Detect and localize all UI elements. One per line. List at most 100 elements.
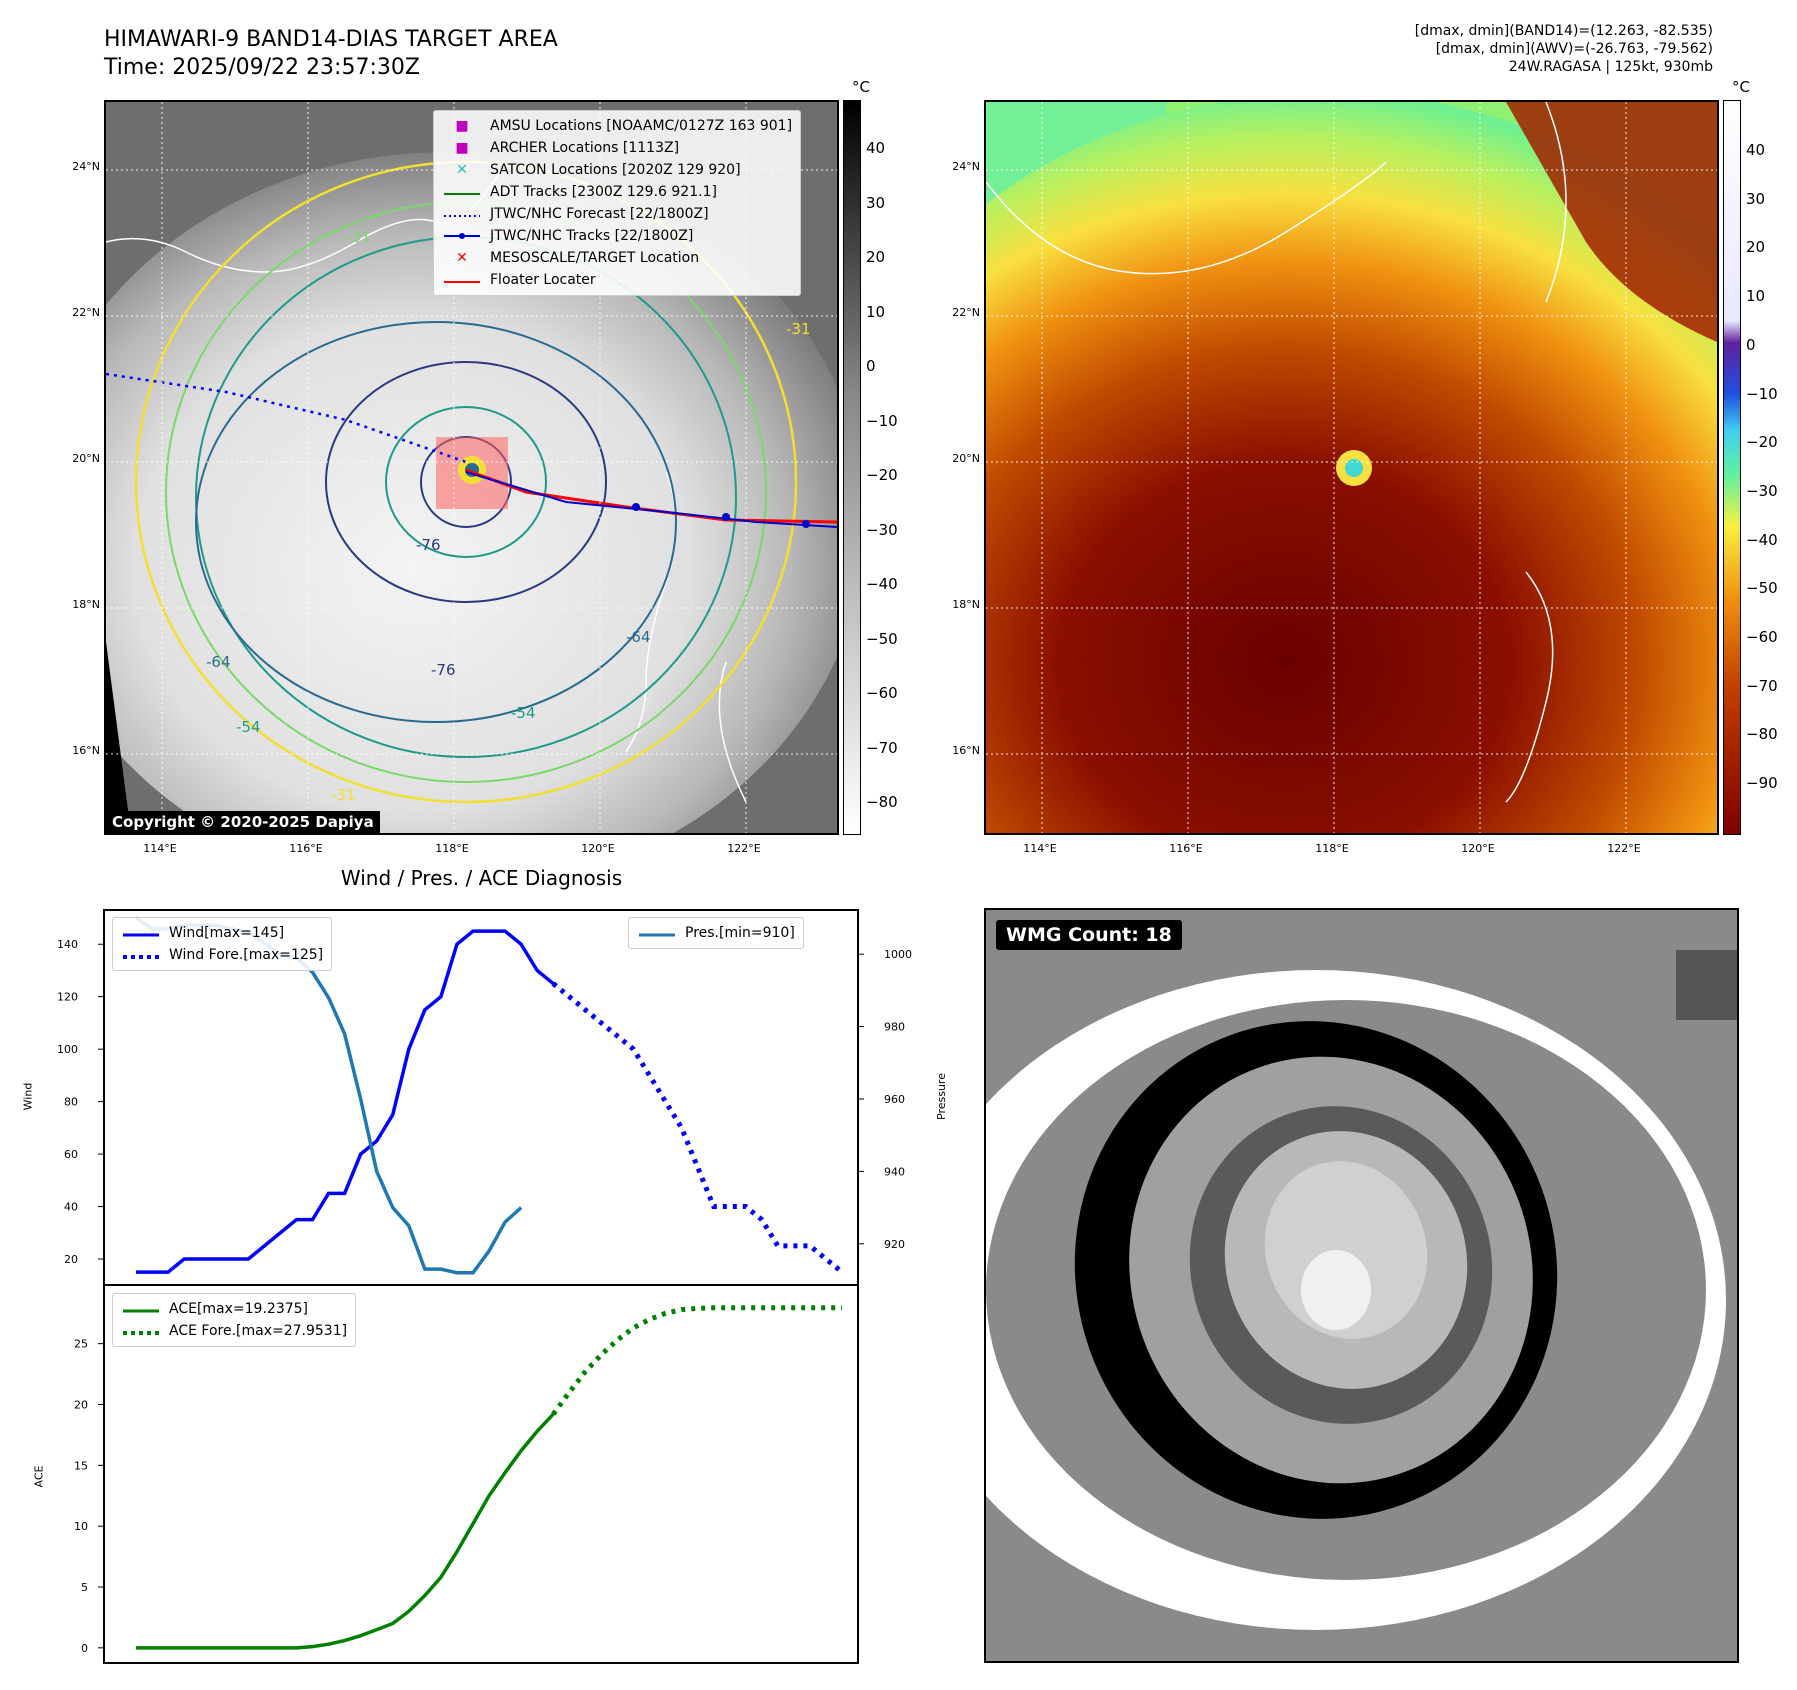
legend-item: ACE[max=19.2375]: [123, 1301, 309, 1317]
lat-ticks-right: 24°N 22°N 20°N 18°N 16°N: [936, 100, 982, 833]
title-line-1: HIMAWARI-9 BAND14-DIAS TARGET AREA: [104, 27, 558, 52]
ir-colorbar: [843, 100, 861, 835]
awv-range: [dmax, dmin](AWV)=(-26.763, -79.562): [1435, 41, 1713, 57]
colorbar-tick: −20: [866, 466, 898, 484]
map-legend: ■ AMSU Locations [NOAAMC/0127Z 163 901] ■…: [433, 110, 802, 296]
contour-label: -54: [511, 704, 536, 722]
lon-tick: 118°E: [1315, 842, 1349, 855]
colorbar-tick: −40: [866, 575, 898, 593]
colorbar-tick: −70: [1746, 676, 1778, 695]
legend-item: ■ AMSU Locations [NOAAMC/0127Z 163 901]: [455, 118, 793, 134]
wind-tick-label: 80: [64, 1096, 78, 1109]
lon-tick: 122°E: [727, 842, 761, 855]
contour-label: -31: [331, 786, 356, 804]
legend-item: JTWC/NHC Forecast [22/1800Z]: [444, 206, 709, 222]
colorbar-tick: 0: [1746, 335, 1756, 354]
page-title: HIMAWARI-9 BAND14-DIAS TARGET AREA Time:…: [104, 26, 558, 82]
legend-item: Floater Locater: [444, 272, 596, 288]
wmg-panel: WMG Count: 18: [984, 908, 1739, 1663]
colorbar-tick: 20: [866, 248, 886, 266]
pressure-tick-label: 960: [884, 1093, 905, 1106]
contour-label: -76: [416, 536, 441, 554]
wind-tick-label: 60: [64, 1148, 78, 1161]
copyright-label: Copyright © 2020-2025 Dapiya: [106, 811, 380, 833]
colorbar-unit: °C: [852, 78, 870, 96]
colorbar-tick: 20: [1746, 238, 1766, 257]
lat-tick: 24°N: [952, 160, 980, 173]
colorbar-tick: 0: [866, 357, 876, 375]
storm-info: 24W.RAGASA | 125kt, 930mb: [1508, 59, 1713, 75]
awv-map-image: [986, 102, 1717, 833]
colorbar-tick: −10: [1746, 384, 1778, 403]
lat-tick: 16°N: [952, 744, 980, 757]
colorbar-tick: 10: [1746, 287, 1766, 306]
ace-tick-label: 0: [81, 1642, 88, 1655]
lat-tick: 18°N: [952, 598, 980, 611]
colorbar-tick: −60: [866, 684, 898, 702]
lon-ticks-right: 114°E 116°E 118°E 120°E 122°E: [984, 842, 1717, 858]
lon-tick: 114°E: [1023, 842, 1057, 855]
colorbar-tick: −70: [866, 738, 898, 757]
wind-tick-label: 120: [57, 991, 78, 1004]
colorbar-tick: −10: [866, 411, 898, 430]
wmg-count-badge: WMG Count: 18: [996, 920, 1182, 950]
wind-legend: Wind[max=145] Wind Fore.[max=125]: [112, 917, 333, 971]
awv-map-panel: [984, 100, 1719, 835]
colorbar-tick: −60: [1746, 628, 1778, 646]
pressure-tick-label: 920: [884, 1238, 905, 1251]
ace-tick-label: 10: [74, 1520, 88, 1533]
lon-tick: 122°E: [1607, 842, 1641, 855]
lon-tick: 120°E: [1461, 842, 1495, 855]
lat-tick: 20°N: [952, 452, 980, 465]
colorbar-tick: 30: [1746, 189, 1766, 208]
ace-tick-label: 25: [74, 1338, 88, 1351]
ir-map-panel: -31 -76 -76 -64 -64 -54 -54 -31 -31 ■ AMS…: [104, 100, 839, 835]
contour-label: -64: [626, 628, 651, 646]
diag-title: Wind / Pres. / ACE Diagnosis: [340, 866, 623, 890]
band14-range: [dmax, dmin](BAND14)=(12.263, -82.535): [1414, 23, 1713, 39]
pressure-tick-label: 940: [884, 1165, 905, 1178]
colorbar-tick: −40: [1746, 530, 1778, 549]
series-line: [551, 981, 844, 1275]
ace-axis-label: ACE: [32, 1465, 46, 1488]
ir-colorbar-ticks: 40 30 20 10 0 −10 −20 −30 −40 −50 −60 −70 −80: [866, 100, 916, 833]
legend-item: ✕ SATCON Locations [2020Z 129 920]: [456, 162, 741, 178]
colorbar-tick: 40: [866, 139, 886, 157]
wind-tick-label: 40: [64, 1201, 78, 1214]
pressure-axis-label: Pressure: [934, 1073, 948, 1120]
stats-header: [dmax, dmin](BAND14)=(12.263, -82.535) […: [1415, 22, 1713, 76]
contour-label: -31: [346, 228, 371, 246]
lat-tick: 18°N: [72, 598, 100, 611]
series-line: [551, 1305, 843, 1416]
lon-tick: 116°E: [1169, 842, 1203, 855]
ace-tick-label: 20: [74, 1399, 88, 1412]
series-line: [136, 1413, 555, 1650]
awv-colorbar: [1723, 100, 1741, 835]
ace-legend: ACE[max=19.2375] ACE Fore.[max=27.9531]: [112, 1293, 357, 1347]
contour-label: -76: [431, 661, 456, 679]
colorbar-tick: −50: [1746, 579, 1778, 598]
legend-item: ■ ARCHER Locations [1113Z]: [455, 140, 680, 156]
colorbar-tick: −50: [866, 629, 898, 648]
colorbar-tick: −20: [1746, 433, 1778, 452]
colorbar-tick: −90: [1746, 774, 1778, 793]
pressure-tick-label: 1000: [884, 948, 912, 961]
lat-tick: 22°N: [952, 306, 980, 319]
lon-tick: 118°E: [435, 842, 469, 855]
lon-tick: 120°E: [581, 842, 615, 855]
colorbar-unit: °C: [1732, 78, 1750, 96]
series-line: [135, 916, 523, 1275]
wind-tick-label: 20: [64, 1253, 78, 1266]
title-line-2: Time: 2025/09/22 23:57:30Z: [104, 55, 420, 80]
colorbar-tick: 10: [866, 302, 886, 321]
legend-item: Pres.[min=910]: [639, 925, 795, 941]
contour-label: -64: [206, 653, 231, 671]
pressure-tick-label: 980: [884, 1021, 905, 1034]
legend-item: ✕ MESOSCALE/TARGET Location: [456, 250, 700, 266]
ace-tick-label: 5: [81, 1581, 88, 1594]
ace-tick-label: 15: [74, 1459, 88, 1472]
colorbar-tick: −80: [866, 793, 898, 811]
legend-item: ACE Fore.[max=27.9531]: [123, 1323, 348, 1339]
colorbar-tick: 40: [1746, 141, 1766, 159]
legend-item: Wind[max=145]: [123, 925, 285, 941]
